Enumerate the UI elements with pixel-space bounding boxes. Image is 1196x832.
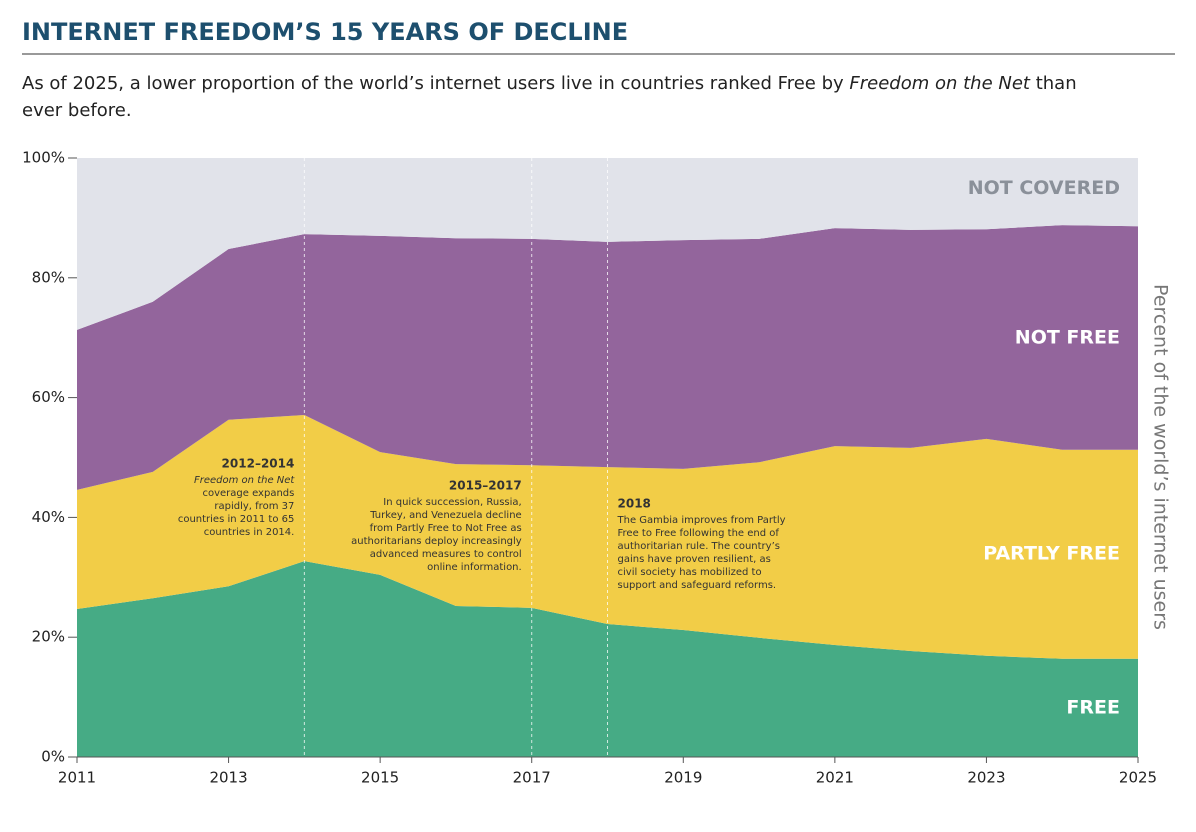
annotation-text: authoritarian rule. The country’s xyxy=(618,541,780,552)
x-tick-label: 2017 xyxy=(513,769,551,787)
series-label: NOT COVERED xyxy=(968,177,1120,199)
subtitle: As of 2025, a lower proportion of the wo… xyxy=(22,73,1077,94)
annotation-text: countries in 2014. xyxy=(204,527,295,538)
y-axis-label: Percent of the world’s internet users xyxy=(1150,284,1172,630)
annotation-text: advanced measures to control xyxy=(370,549,522,560)
x-tick-label: 2023 xyxy=(967,769,1005,787)
annotation-text: Turkey, and Venezuela decline xyxy=(369,510,521,521)
y-tick-label: 0% xyxy=(41,748,65,766)
annotation-text: coverage expands xyxy=(202,488,294,499)
chart-title: INTERNET FREEDOM’S 15 YEARS OF DECLINE xyxy=(22,18,628,46)
y-tick-label: 40% xyxy=(32,508,65,526)
annotation-text: countries in 2011 to 65 xyxy=(178,514,295,525)
annotation-title: 2015–2017 xyxy=(449,479,522,493)
series-label: PARTLY FREE xyxy=(983,543,1120,565)
y-tick-label: 80% xyxy=(32,268,65,286)
x-tick-label: 2021 xyxy=(816,769,854,787)
x-tick-label: 2011 xyxy=(58,769,96,787)
annotation-text: from Partly Free to Not Free as xyxy=(370,523,522,534)
annotation-text: gains have proven resilient, as xyxy=(618,554,771,565)
annotation-text: support and safeguard reforms. xyxy=(618,580,777,591)
annotation-title: 2012–2014 xyxy=(222,457,295,471)
area xyxy=(77,561,1138,757)
annotation-text: In quick succession, Russia, xyxy=(383,497,521,508)
x-tick-label: 2015 xyxy=(361,769,399,787)
annotation-text: civil society has mobilized to xyxy=(618,567,762,578)
annotation-text: The Gambia improves from Partly xyxy=(617,515,786,526)
subtitle-part: As of 2025, a lower proportion of the wo… xyxy=(22,73,849,94)
x-tick-label: 2019 xyxy=(664,769,702,787)
y-tick-label: 60% xyxy=(32,388,65,406)
annotation-text: Freedom on the Net xyxy=(194,475,295,486)
annotation-title: 2018 xyxy=(618,497,651,511)
x-tick-label: 2013 xyxy=(209,769,247,787)
y-tick-label: 100% xyxy=(22,149,65,167)
annotation-text: rapidly, from 37 xyxy=(214,501,294,512)
x-tick-label: 2025 xyxy=(1119,769,1157,787)
annotation-text: online information. xyxy=(427,562,522,573)
subtitle-part: ever before. xyxy=(22,100,132,121)
y-tick-label: 20% xyxy=(32,628,65,646)
subtitle-part: than xyxy=(1030,73,1077,94)
annotation-text: authoritarians deploy increasingly xyxy=(351,536,522,547)
area xyxy=(77,158,1138,330)
series-label: NOT FREE xyxy=(1015,326,1120,348)
subtitle-part: Freedom on the Net xyxy=(849,73,1031,94)
series-label: FREE xyxy=(1066,696,1120,718)
annotation-text: Free to Free following the end of xyxy=(618,528,780,539)
